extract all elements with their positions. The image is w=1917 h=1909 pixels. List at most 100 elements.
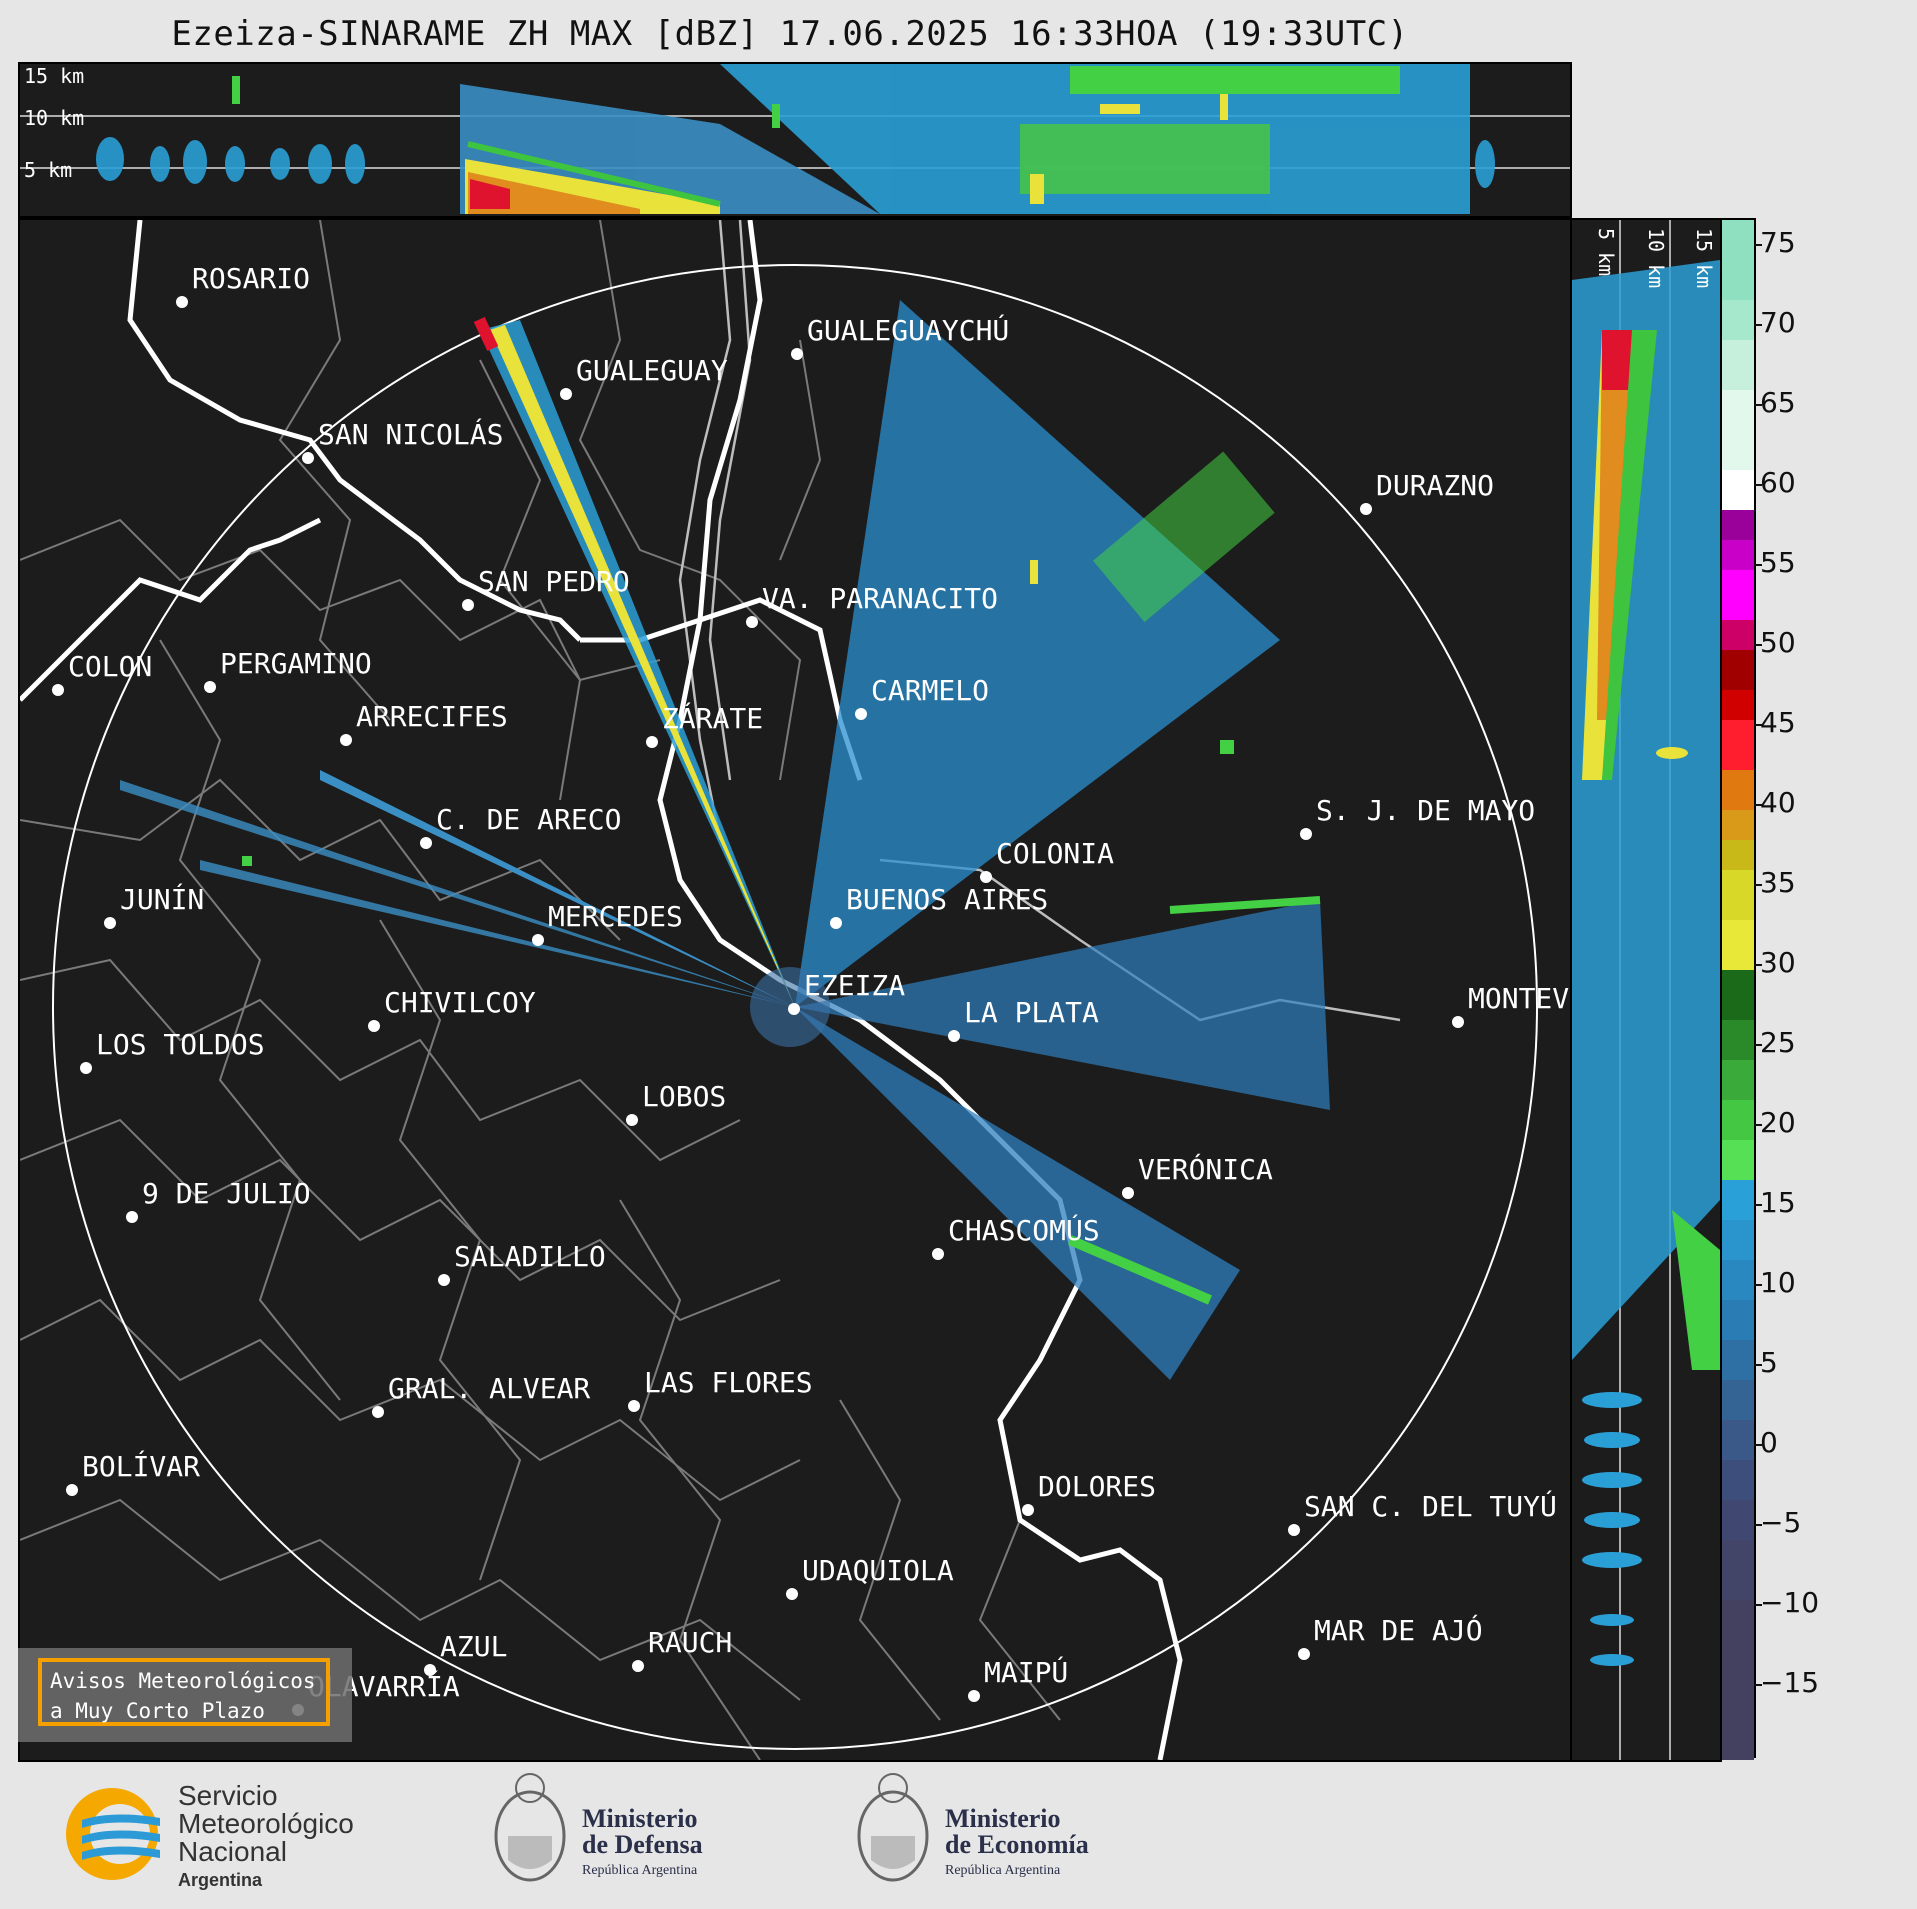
city-label: VERÓNICA — [1138, 1152, 1273, 1186]
city-label: UDAQUIOLA — [802, 1554, 954, 1587]
colorbar-segment — [1722, 510, 1754, 540]
city-dot — [786, 1588, 798, 1600]
colorbar-segment — [1722, 390, 1754, 470]
city-label: SAN C. DEL TUYÚ — [1304, 1489, 1557, 1523]
colorbar-segment — [1722, 300, 1754, 340]
colorbar-segment — [1722, 770, 1754, 810]
colorbar-tick-label: 20 — [1754, 1106, 1796, 1139]
defensa-line-3: República Argentina — [582, 1863, 698, 1878]
colorbar-segment — [1722, 570, 1754, 620]
city-dot — [1022, 1504, 1034, 1516]
colorbar-segment — [1722, 650, 1754, 690]
city-label: JUNÍN — [120, 882, 204, 916]
radar-map: ROSARIO GUALEGUAYCHÚ GUALEGUAY SAN NICOLÁS D… — [18, 218, 1572, 1762]
vertical-cross-section-side: 5 km 10 km 15 km — [1570, 218, 1722, 1762]
footer-logos — [0, 1760, 1917, 1909]
city-dot — [302, 452, 314, 464]
colorbar-tick-label: 10 — [1754, 1266, 1796, 1299]
colorbar-tick-label: −15 — [1753, 1666, 1820, 1699]
city-label: CHIVILCOY — [384, 986, 536, 1019]
colorbar-tick-label: 65 — [1754, 386, 1796, 419]
city-label: VA. PARANACITO — [762, 582, 998, 615]
colorbar-segment — [1722, 1340, 1754, 1380]
city-dot — [368, 1020, 380, 1032]
city-dot — [948, 1030, 960, 1042]
city-dot — [372, 1406, 384, 1418]
colorbar-segment — [1722, 870, 1754, 920]
colorbar-segment — [1722, 920, 1754, 970]
city-label: DURAZNO — [1376, 469, 1494, 502]
warning-line-1: Avisos Meteorológicos — [50, 1669, 316, 1693]
colorbar-tick-label: 40 — [1754, 786, 1796, 819]
colorbar-segment — [1722, 720, 1754, 770]
colorbar-segment — [1722, 1460, 1754, 1500]
city-dot — [532, 934, 544, 946]
defensa-line-1: Ministerio — [582, 1804, 698, 1833]
city-label: PERGAMINO — [220, 647, 372, 680]
colorbar-tick-label: 50 — [1754, 626, 1796, 659]
colorbar-segment — [1722, 540, 1754, 570]
defensa-coat-of-arms-icon — [494, 1773, 566, 1882]
colorbar-segment — [1722, 1500, 1754, 1540]
smn-line-1: Servicio — [178, 1780, 278, 1811]
city-dot — [340, 734, 352, 746]
city-label: BUENOS AIRES — [846, 883, 1048, 916]
vertical-cross-section-top: 15 km 10 km 5 km — [18, 62, 1572, 218]
city-dot — [632, 1660, 644, 1672]
city-dot — [1122, 1187, 1134, 1199]
city-label: ARRECIFES — [356, 700, 508, 733]
city-dot — [126, 1211, 138, 1223]
smn-line-3: Nacional — [178, 1836, 287, 1867]
city-dot — [646, 736, 658, 748]
colorbar-segment — [1722, 840, 1754, 870]
range-ring — [52, 264, 1538, 1750]
city-dot — [791, 348, 803, 360]
side-altitude-15km: 15 km — [1692, 228, 1716, 289]
economia-logo-text: Ministerio de Economía República Argenti… — [945, 1806, 1089, 1884]
logo-graphics — [66, 1773, 929, 1882]
colorbar-segment — [1722, 620, 1754, 650]
colorbar-tick-label: 60 — [1754, 466, 1796, 499]
colorbar-tick-label: 5 — [1754, 1346, 1778, 1379]
warning-line-2: a Muy Corto Plazo — [50, 1699, 265, 1723]
colorbar-segment — [1722, 1140, 1754, 1180]
city-markers: ROSARIO GUALEGUAYCHÚ GUALEGUAY SAN NICOLÁS D… — [52, 262, 1569, 1716]
city-dot — [66, 1484, 78, 1496]
smn-line-4: Argentina — [178, 1870, 263, 1890]
colorbar-tick-label: 70 — [1754, 306, 1796, 339]
warning-box-border: Avisos Meteorológicos a Muy Corto Plazo — [38, 1658, 330, 1726]
city-label: 9 DE JULIO — [142, 1177, 311, 1210]
city-dot — [628, 1400, 640, 1412]
city-label: GRAL. ALVEAR — [388, 1372, 590, 1405]
city-label: LOS TOLDOS — [96, 1028, 265, 1061]
city-label: ZÁRATE — [662, 701, 763, 735]
economia-coat-of-arms-icon — [857, 1773, 929, 1882]
colorbar-tick-label: 25 — [1754, 1026, 1796, 1059]
city-dot — [830, 917, 842, 929]
colorbar-segment — [1722, 340, 1754, 390]
colorbar-segment — [1722, 1100, 1754, 1140]
colorbar-segment — [1722, 1020, 1754, 1060]
city-dot — [420, 837, 432, 849]
city-label: SAN PEDRO — [478, 565, 630, 598]
city-label: MONTEV — [1468, 982, 1569, 1015]
department-borders — [20, 220, 1061, 1760]
city-dot — [104, 917, 116, 929]
city-label: SALADILLO — [454, 1240, 606, 1273]
city-label: BOLÍVAR — [82, 1449, 200, 1483]
city-dot — [1298, 1648, 1310, 1660]
altitude-label-15km: 15 km — [24, 64, 85, 88]
city-dot — [1452, 1016, 1464, 1028]
colorbar-tick-label: −10 — [1753, 1586, 1820, 1619]
city-dot — [1300, 828, 1312, 840]
city-label: GUALEGUAYCHÚ — [807, 313, 1009, 347]
smn-logo-icon — [66, 1788, 160, 1880]
colorbar-segment — [1722, 690, 1754, 720]
altitude-label-10km: 10 km — [24, 106, 85, 130]
colorbar-tick-label: 75 — [1754, 226, 1796, 259]
chart-title: Ezeiza-SINARAME ZH MAX [dBZ] 17.06.2025 … — [171, 14, 1409, 54]
warning-box: Avisos Meteorológicos a Muy Corto Plazo — [18, 1648, 352, 1742]
colorbar-segment — [1722, 1060, 1754, 1100]
city-dot — [746, 616, 758, 628]
city-dot — [626, 1114, 638, 1126]
